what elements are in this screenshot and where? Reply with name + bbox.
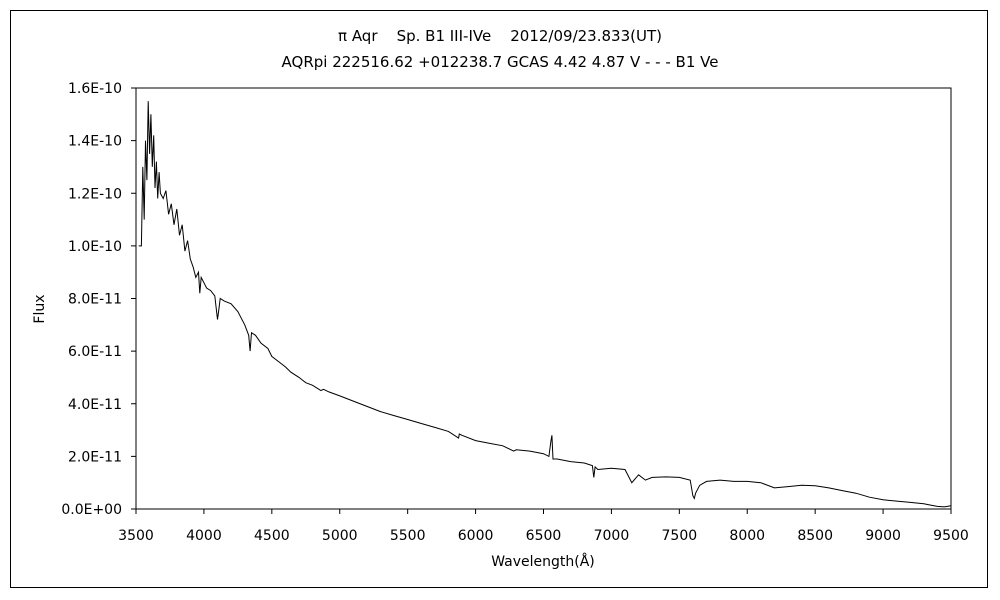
x-axis: 3500 4000 4500 5000 5500 6000 6500 7000 7500 8000… (118, 509, 969, 544)
x-tick-label: 9000 (865, 528, 901, 544)
x-tick-label: 9500 (933, 528, 969, 544)
y-tick-label: 1.0E-10 (68, 239, 122, 255)
x-axis-label: Wavelength(Å) (491, 553, 595, 570)
y-tick-label: 8.0E-11 (68, 292, 122, 308)
plot-area (135, 87, 952, 510)
y-tick-label: 1.6E-10 (68, 81, 122, 97)
y-tick-label: 2.0E-11 (68, 449, 122, 465)
chart-title: π Aqr Sp. B1 III-IVe 2012/09/23.833(UT) (338, 27, 662, 45)
x-tick-label: 7500 (662, 528, 698, 544)
x-tick-label: 5500 (390, 528, 426, 544)
y-tick-label: 6.0E-11 (68, 344, 122, 360)
x-tick-label: 7000 (594, 528, 630, 544)
x-tick-label: 3500 (118, 528, 154, 544)
y-tick-label: 0.0E+00 (61, 502, 122, 518)
x-tick-label: 8500 (797, 528, 833, 544)
chart-subtitle: AQRpi 222516.62 +012238.7 GCAS 4.42 4.87… (281, 53, 719, 71)
chart-frame (10, 10, 988, 588)
x-tick-label: 8000 (729, 528, 765, 544)
x-tick-label: 6000 (458, 528, 494, 544)
y-tick-label: 4.0E-11 (68, 397, 122, 413)
y-axis: 0.0E+00 2.0E-11 4.0E-11 6.0E-11 8.0E-11 1.0E-… (61, 81, 136, 518)
x-tick-label: 5000 (322, 528, 358, 544)
y-axis-label: Flux (32, 294, 48, 323)
y-tick-label: 1.4E-10 (68, 134, 122, 150)
series-layer (138, 101, 952, 508)
spectrum-line (138, 101, 952, 508)
x-tick-label: 4000 (186, 528, 222, 544)
y-tick-label: 1.2E-10 (68, 186, 122, 202)
x-tick-label: 4500 (254, 528, 290, 544)
x-tick-label: 6500 (526, 528, 562, 544)
